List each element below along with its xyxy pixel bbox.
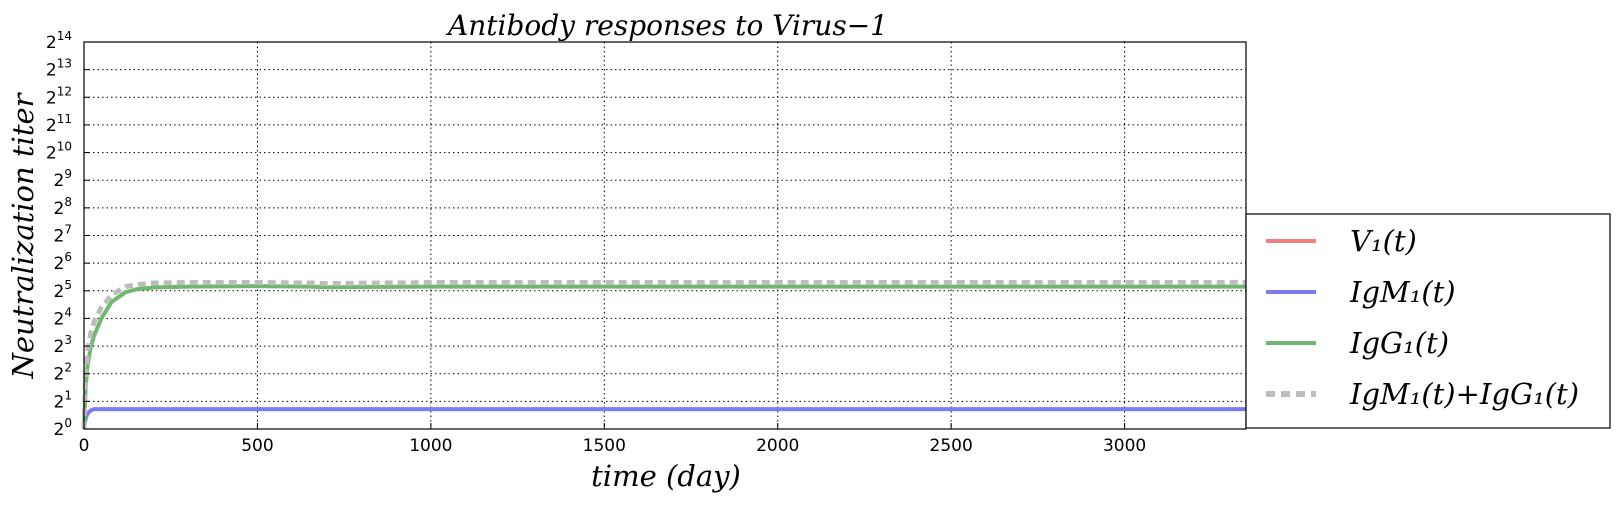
grid [84,42,1246,429]
series-line [81,280,1246,430]
x-tick-label: 2500 [930,436,973,456]
y-tick-label: 27 [54,223,72,247]
y-tick-label: 214 [46,29,72,53]
data-lines [81,280,1246,430]
legend-label: V₁(t) [1350,224,1417,258]
y-tick-label: 210 [46,140,72,164]
legend-frame [1245,213,1611,429]
x-axis-label: time (day) [591,459,741,493]
y-tick-label: 29 [54,167,72,191]
x-tick-label: 0 [79,436,90,456]
x-tick-label: 3000 [1103,436,1146,456]
y-tick-label: 25 [54,278,72,302]
legend-label: IgM₁(t)+IgG₁(t) [1349,377,1579,411]
y-tick-label: 24 [54,305,72,329]
y-tick-label: 21 [54,388,72,412]
y-axis-ticks: 20 21 22 23 24 25 26 27 28 29 210 211 212 213 214 [46,29,90,440]
y-tick-label: 212 [46,84,72,108]
y-tick-label: 20 [54,416,72,440]
x-tick-label: 500 [241,436,273,456]
y-tick-label: 211 [46,112,72,136]
legend-label: IgM₁(t) [1349,275,1456,309]
x-axis-ticks: 0 500 1000 1500 2000 2500 3000 [79,423,1146,456]
y-tick-label: 23 [54,333,72,357]
x-tick-label: 1000 [409,436,452,456]
y-tick-label: 28 [54,195,72,219]
chart-title: Antibody responses to Virus−1 [445,9,888,42]
y-tick-label: 26 [54,250,72,274]
series-line [82,284,1246,430]
y-tick-label: 22 [54,361,72,385]
x-tick-label: 1500 [583,436,626,456]
legend: V₁(t) IgM₁(t) IgG₁(t) IgM₁(t)+IgG₁(t) [1245,213,1611,429]
legend-label: IgG₁(t) [1349,326,1449,360]
y-tick-label: 213 [46,57,72,81]
x-tick-label: 2000 [756,436,799,456]
series-line [82,407,1246,430]
y-axis-label: Neutralization titer [6,91,40,379]
